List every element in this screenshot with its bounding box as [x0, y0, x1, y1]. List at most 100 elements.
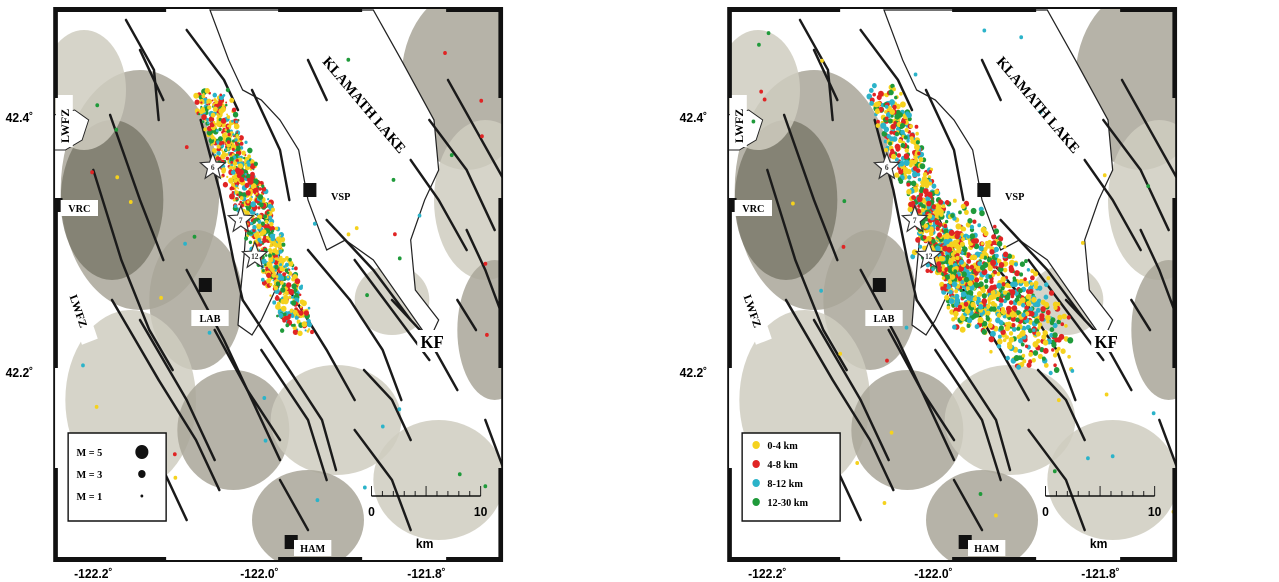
- lwfz-label-box: [738, 287, 772, 345]
- star-label: 7: [913, 216, 917, 225]
- earthquake-point: [911, 249, 918, 256]
- earthquake-point: [960, 226, 966, 232]
- earthquake-point: [981, 298, 988, 305]
- earthquake-point: [286, 275, 290, 279]
- lat-tick-label: 42.2˚: [6, 366, 34, 380]
- station-label-box: [518, 340, 555, 356]
- earthquake-point: [948, 298, 955, 305]
- earthquake-point: [294, 315, 299, 320]
- earthquake-point: [1016, 364, 1022, 370]
- earthquake-point: [944, 232, 951, 239]
- earthquake-point: [990, 289, 996, 296]
- earthquake-point: [1010, 281, 1016, 288]
- fault-line: [1083, 158, 1142, 252]
- earthquake-point: [238, 203, 241, 206]
- earthquake-point: [922, 188, 929, 195]
- station-label-box: [1192, 340, 1229, 356]
- earthquake-point: [988, 336, 995, 343]
- station-label: HAM: [300, 544, 325, 555]
- earthquake-point: [916, 195, 923, 203]
- earthquake-point: [1013, 262, 1019, 267]
- earthquake-point: [1053, 363, 1057, 368]
- earthquake-point: [1045, 314, 1051, 321]
- earthquake-point: [216, 121, 222, 127]
- earthquake-point: [203, 127, 208, 132]
- earthquake-point: [1067, 354, 1071, 359]
- earthquake-point: [943, 223, 948, 229]
- earthquake-point: [449, 153, 454, 158]
- earthquake-point: [974, 324, 980, 330]
- earthquake-point: [226, 128, 231, 134]
- fault-line: [1139, 228, 1177, 319]
- earthquake-point: [943, 228, 949, 235]
- earthquake-point: [997, 334, 1002, 339]
- earthquake-point: [263, 438, 268, 443]
- earthquake-point: [258, 183, 262, 187]
- frame-tick: [54, 8, 58, 98]
- lat-tick-label: 42.2˚: [680, 366, 708, 380]
- earthquake-point: [1029, 311, 1035, 317]
- earthquake-point: [287, 271, 290, 275]
- earthquake-point: [882, 501, 887, 505]
- earthquake-point: [913, 72, 918, 77]
- earthquake-point: [258, 227, 261, 230]
- earthquake-point: [985, 310, 991, 316]
- earthquake-point: [996, 305, 1001, 310]
- earthquake-point: [900, 101, 906, 108]
- fault-line: [92, 168, 174, 372]
- earthquake-point: [903, 135, 908, 140]
- earthquake-point: [838, 351, 843, 356]
- earthquake-point: [995, 296, 1000, 302]
- earthquake-point: [217, 136, 223, 142]
- legend-label: 0-4 km: [767, 441, 798, 452]
- earthquake-point: [941, 276, 946, 280]
- earthquake-point: [457, 472, 462, 477]
- earthquake-point: [926, 213, 933, 219]
- earthquake-point: [1013, 355, 1020, 362]
- earthquake-point: [249, 221, 253, 225]
- earthquake-point: [205, 117, 209, 122]
- earthquake-point: [274, 269, 277, 272]
- earthquake-point: [893, 121, 897, 125]
- earthquake-point: [159, 295, 163, 300]
- fault-line: [934, 348, 1002, 482]
- earthquake-point: [1043, 362, 1049, 368]
- earthquake-point: [233, 204, 238, 208]
- earthquake-point: [304, 329, 307, 332]
- earthquake-point: [989, 349, 993, 354]
- station-label-box: [996, 188, 1034, 204]
- frame-tick: [498, 8, 503, 98]
- earthquake-point: [267, 198, 270, 201]
- earthquake-point: [894, 131, 900, 137]
- earthquake-point: [1046, 319, 1050, 324]
- earthquake-point: [981, 329, 987, 335]
- earthquake-point: [993, 228, 1000, 235]
- relief-shading: [1131, 260, 1177, 400]
- earthquake-point: [229, 156, 234, 162]
- earthquake-point: [1005, 335, 1009, 340]
- earthquake-point: [967, 290, 972, 295]
- scale-bar: 0 10 km: [368, 486, 487, 551]
- earthquake-point: [883, 126, 890, 133]
- earthquake-point: [972, 296, 977, 302]
- earthquake-point: [898, 160, 905, 167]
- earthquake-point: [914, 124, 919, 129]
- earthquake-point: [294, 278, 301, 285]
- station-marker: [1199, 311, 1212, 325]
- earthquake-point: [931, 204, 937, 210]
- earthquake-point: [912, 166, 918, 171]
- earthquake-point: [246, 206, 251, 212]
- earthquake-point: [944, 294, 950, 301]
- earthquake-point: [1024, 305, 1029, 311]
- earthquake-point: [231, 170, 236, 175]
- earthquake-point: [1008, 336, 1015, 343]
- earthquake-point: [234, 138, 238, 142]
- earthquake-point: [950, 252, 955, 257]
- earthquake-point: [1040, 299, 1046, 305]
- klamath-lake: [209, 9, 440, 342]
- earthquake-point: [200, 101, 203, 104]
- earthquake-point: [226, 147, 230, 151]
- earthquake-point: [977, 261, 982, 267]
- earthquake-point: [994, 253, 999, 258]
- earthquake-point: [201, 120, 205, 123]
